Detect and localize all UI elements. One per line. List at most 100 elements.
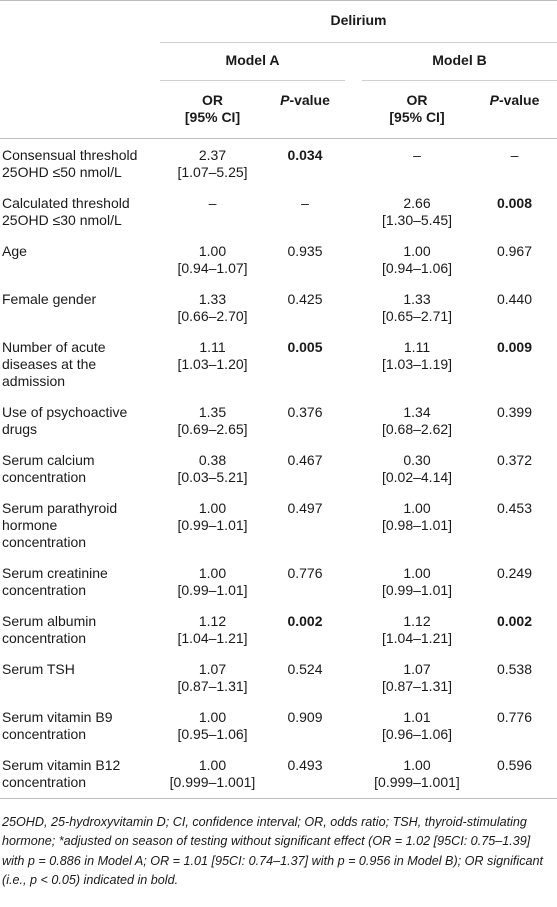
model-b-ci-label: [95% CI] <box>389 109 445 125</box>
table-row: Use of psychoactive drugs 1.35 [0.69–2.65] 0… <box>0 397 557 445</box>
model-a-p-cell: 0.467 <box>265 445 345 493</box>
model-a-p-value: – <box>301 195 309 211</box>
row-label: Serum creatinine concentration <box>0 558 160 606</box>
model-b-p-value: 0.008 <box>496 195 533 211</box>
row-label-line: Calculated threshold <box>2 195 130 211</box>
model-a-or-value: 1.35 <box>198 404 227 420</box>
model-b-p-label-p: P <box>489 92 499 108</box>
model-b-ci-value: [0.96–1.06] <box>381 726 453 742</box>
model-b-p-cell: 0.372 <box>472 445 557 493</box>
table-row: Serum TSH 1.07 [0.87–1.31] 0.524 1.07 [0.87–1… <box>0 654 557 702</box>
model-a-p-label-rest: -value <box>289 92 330 108</box>
model-b-or-cell: 1.00 [0.94–1.06] <box>362 236 472 284</box>
model-a-or-cell: 2.37 [1.07–5.25] <box>160 139 265 189</box>
row-label-line: Number of acute <box>2 339 106 355</box>
model-a-p-value: 0.002 <box>287 613 323 629</box>
row-label: Use of psychoactive drugs <box>0 397 160 445</box>
model-b-ci-value: [1.04–1.21] <box>381 630 453 646</box>
row-label-line: concentration <box>2 582 87 598</box>
results-table: Delirium Model A Model B OR [95% CI] P-v… <box>0 0 557 799</box>
model-a-p-value: 0.376 <box>287 404 323 420</box>
model-a-p-value: 0.425 <box>287 291 323 307</box>
row-label-line: concentration <box>2 774 87 790</box>
model-b-p-value: 0.372 <box>496 452 533 468</box>
model-a-p-value: 0.493 <box>287 757 323 773</box>
model-a-p-value: 0.909 <box>287 709 323 725</box>
model-a-p-value: 0.935 <box>287 243 323 259</box>
model-b-or-value: 1.12 <box>403 613 431 629</box>
model-a-or-value: 1.00 <box>198 500 227 516</box>
row-label-line: concentration <box>2 726 87 742</box>
model-a-or-value: 1.11 <box>199 339 226 355</box>
model-a-ci-value: [0.95–1.06] <box>177 726 248 742</box>
model-a-p-cell: 0.524 <box>265 654 345 702</box>
model-b-p-value: 0.596 <box>496 757 533 773</box>
table-row: Serum calcium concentration 0.38 [0.03–5.21… <box>0 445 557 493</box>
model-b-p-value: 0.002 <box>496 613 533 629</box>
model-a-or-cell: 1.00 [0.94–1.07] <box>160 236 265 284</box>
model-a-or-cell: 1.12 [1.04–1.21] <box>160 606 265 654</box>
header-columns-row: OR [95% CI] P-value OR [95% CI] P-value <box>0 80 557 139</box>
model-a-or-value: 2.37 <box>198 147 227 163</box>
model-a-or-value: 1.00 <box>198 757 227 773</box>
model-a-or-cell: 1.35 [0.69–2.65] <box>160 397 265 445</box>
model-a-or-cell: 1.33 [0.66–2.70] <box>160 284 265 332</box>
row-label-line: hormone <box>2 517 58 533</box>
model-a-ci-value: [0.99–1.01] <box>177 517 248 533</box>
row-label-line: concentration <box>2 534 87 550</box>
model-b-p-cell: 0.440 <box>472 284 557 332</box>
model-b-p-cell: 0.776 <box>472 702 557 750</box>
model-a-p-cell: 0.935 <box>265 236 345 284</box>
model-b-ci-value: [0.87–1.31] <box>381 678 453 694</box>
model-b-p-value: 0.399 <box>496 404 533 420</box>
model-a-p-cell: – <box>265 188 345 236</box>
row-label-line: 25OHD ≤50 nmol/L <box>2 164 122 180</box>
model-a-or-cell: 0.38 [0.03–5.21] <box>160 445 265 493</box>
model-b-or-cell: 1.12 [1.04–1.21] <box>362 606 472 654</box>
model-a-ci-value: [0.69–2.65] <box>177 421 248 437</box>
model-b-or-label: OR <box>406 92 428 108</box>
model-b-or-value: 1.34 <box>403 404 431 420</box>
model-b-p-cell: 0.596 <box>472 750 557 799</box>
table-row: Calculated threshold 25OHD ≤30 nmol/L – – 2.… <box>0 188 557 236</box>
model-a-or-value: 1.00 <box>198 709 227 725</box>
model-b-ci-value: [0.999–1.001] <box>374 774 460 790</box>
model-a-or-cell: 1.00 [0.999–1.001] <box>160 750 265 799</box>
table-body: Consensual threshold 25OHD ≤50 nmol/L 2.37… <box>0 139 557 799</box>
model-a-p-cell: 0.497 <box>265 493 345 558</box>
model-a-or-value: – <box>208 195 217 211</box>
model-a-or-cell: 1.07 [0.87–1.31] <box>160 654 265 702</box>
column-gap <box>345 493 362 558</box>
row-label-line: Serum calcium <box>2 452 95 468</box>
model-b-or-value: 1.11 <box>403 339 431 355</box>
model-b-or-cell: 1.07 [0.87–1.31] <box>362 654 472 702</box>
model-b-or-cell: 1.00 [0.99–1.01] <box>362 558 472 606</box>
model-b-p-cell: – <box>472 139 557 189</box>
model-a-or-cell: – <box>160 188 265 236</box>
row-label: Serum albumin concentration <box>0 606 160 654</box>
row-label-line: Serum vitamin B12 <box>2 757 121 773</box>
model-b-p-cell: 0.538 <box>472 654 557 702</box>
table-row: Age 1.00 [0.94–1.07] 0.935 1.00 [0.94–1.06] 0.… <box>0 236 557 284</box>
model-b-p-value: 0.967 <box>496 243 533 259</box>
model-a-or-value: 1.00 <box>198 243 227 259</box>
row-label-line: Serum vitamin B9 <box>2 709 113 725</box>
model-a-p-value: 0.005 <box>287 339 323 355</box>
model-b-p-value: 0.440 <box>496 291 533 307</box>
model-a-p-cell: 0.034 <box>265 139 345 189</box>
row-label-line: Age <box>2 243 27 259</box>
column-gap <box>345 750 362 799</box>
model-b-or-cell: 2.66 [1.30–5.45] <box>362 188 472 236</box>
column-gap <box>345 188 362 236</box>
row-label-line: Serum TSH <box>2 661 75 677</box>
model-b-ci-value: [0.68–2.62] <box>381 421 453 437</box>
model-a-or-value: 1.33 <box>198 291 227 307</box>
table-row: Female gender 1.33 [0.66–2.70] 0.425 1.33 [0.… <box>0 284 557 332</box>
model-a-p-value: 0.776 <box>287 565 323 581</box>
model-b-or-value: – <box>413 147 421 163</box>
model-a-ci-value: [1.07–5.25] <box>177 164 248 180</box>
table-row: Consensual threshold 25OHD ≤50 nmol/L 2.37… <box>0 139 557 189</box>
model-b-p-label-rest: -value <box>498 92 540 108</box>
model-a-p-cell: 0.909 <box>265 702 345 750</box>
model-b-or-cell: – <box>362 139 472 189</box>
